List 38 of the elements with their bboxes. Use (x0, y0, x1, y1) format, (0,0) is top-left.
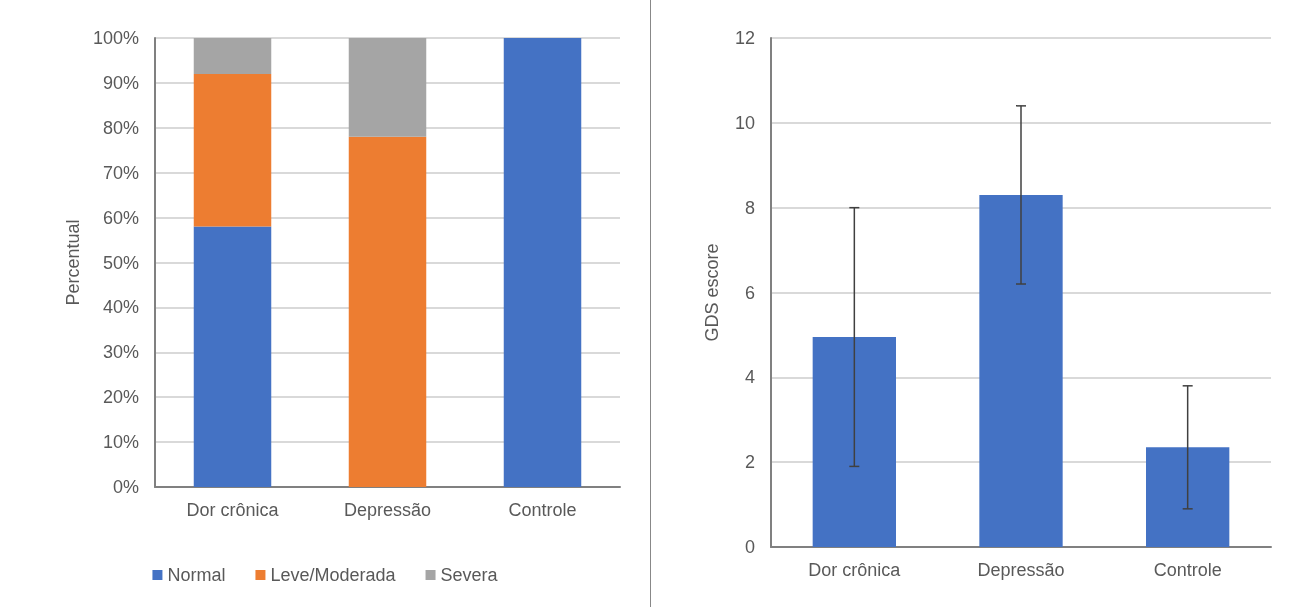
bar (348, 136, 427, 487)
bar (193, 38, 272, 74)
x-tick-label: Depressão (977, 560, 1065, 580)
bar (1146, 447, 1230, 547)
y-tick-label: 90% (102, 72, 139, 93)
y-tick-label: 50% (102, 252, 139, 273)
x-tick-label: Controle (1153, 560, 1222, 580)
x-tick-label: Dor crônica (186, 500, 280, 520)
x-tick-label: Controle (508, 500, 577, 520)
y-tick-label: 20% (102, 387, 139, 408)
bar (979, 194, 1063, 547)
y-tick-label: 4 (744, 367, 755, 388)
legend-label: Severa (440, 565, 499, 585)
y-tick-label: 10% (102, 432, 139, 453)
y-tick-label: 8 (744, 197, 755, 218)
bar (193, 226, 272, 487)
y-tick-label: 2 (744, 452, 755, 473)
y-axis-title: GDS escore (702, 243, 722, 342)
y-tick-label: 100% (92, 28, 139, 48)
y-tick-label: 0% (112, 477, 139, 497)
y-tick-label: 80% (102, 117, 139, 138)
y-tick-label: 30% (102, 342, 139, 363)
legend-label: Leve/Moderada (270, 565, 397, 585)
y-tick-label: 40% (102, 297, 139, 318)
y-tick-label: 70% (102, 162, 139, 183)
legend-label: Normal (167, 565, 226, 585)
bar (193, 73, 272, 227)
x-tick-label: Dor crônica (808, 560, 902, 580)
y-tick-label: 60% (102, 207, 139, 228)
bar (348, 38, 427, 137)
bar (812, 337, 896, 547)
y-tick-label: 10 (734, 112, 755, 133)
y-tick-label: 0 (744, 537, 755, 557)
x-tick-label: Depressão (343, 500, 432, 520)
bar (503, 38, 582, 487)
y-tick-label: 6 (744, 282, 755, 303)
y-axis-title: Percentual (63, 219, 84, 306)
y-tick-label: 12 (734, 28, 755, 48)
